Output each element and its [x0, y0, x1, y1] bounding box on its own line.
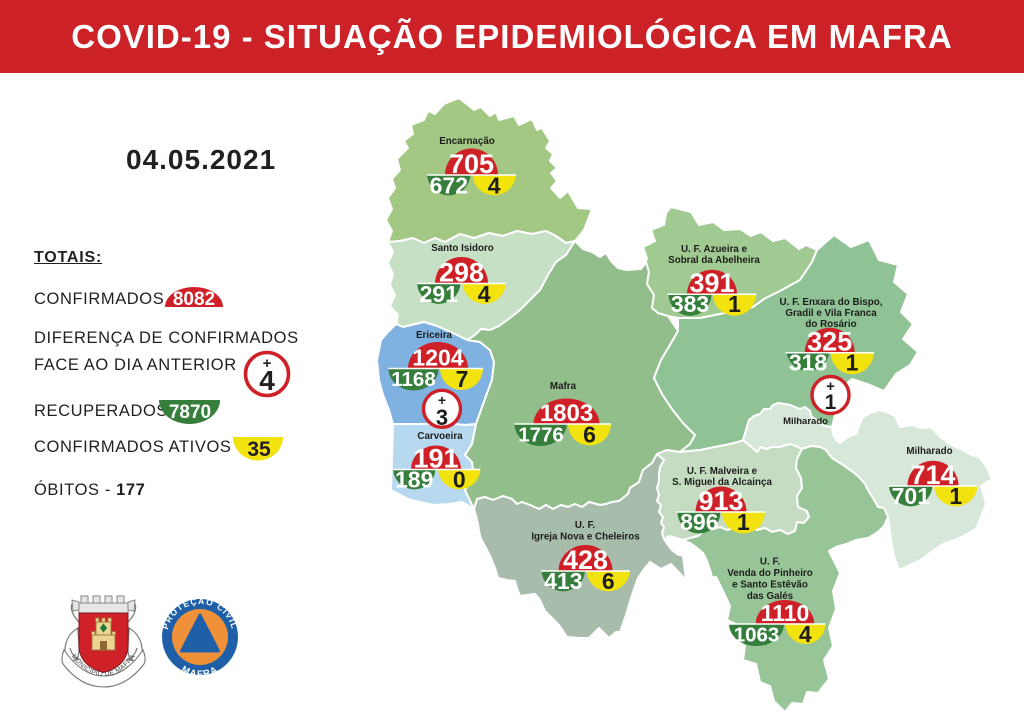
- svg-text:413: 413: [544, 568, 582, 594]
- svg-text:1168: 1168: [391, 368, 435, 391]
- svg-text:428: 428: [563, 545, 608, 575]
- svg-text:35: 35: [247, 438, 271, 461]
- svg-text:Sobral da Abelheira: Sobral da Abelheira: [668, 255, 760, 266]
- svg-text:4: 4: [478, 281, 491, 307]
- svg-text:4: 4: [259, 365, 275, 396]
- svg-text:191: 191: [413, 444, 458, 474]
- svg-text:do Rosário: do Rosário: [805, 319, 856, 330]
- svg-text:1110: 1110: [761, 600, 810, 626]
- svg-text:705: 705: [449, 149, 494, 179]
- svg-text:298: 298: [439, 258, 484, 288]
- svg-text:MAFRA: MAFRA: [180, 664, 221, 680]
- svg-text:Carvoeira: Carvoeira: [417, 431, 463, 442]
- svg-text:1: 1: [846, 350, 859, 376]
- svg-text:7870: 7870: [169, 402, 211, 423]
- svg-text:672: 672: [430, 173, 468, 199]
- svg-text:Venda do Pinheiro: Venda do Pinheiro: [727, 568, 812, 579]
- svg-text:e Santo Estêvão: e Santo Estêvão: [732, 580, 808, 591]
- svg-text:1: 1: [737, 509, 750, 535]
- svg-text:7: 7: [456, 366, 469, 392]
- svg-text:6: 6: [583, 422, 596, 448]
- svg-text:+: +: [826, 378, 835, 395]
- svg-text:Milharado: Milharado: [906, 446, 952, 457]
- svg-text:896: 896: [680, 509, 718, 535]
- svg-text:Igreja Nova e Cheleiros: Igreja Nova e Cheleiros: [531, 532, 640, 543]
- svg-text:318: 318: [789, 350, 828, 376]
- svg-text:Ericeira: Ericeira: [416, 330, 453, 341]
- svg-text:6: 6: [602, 568, 615, 594]
- svg-text:189: 189: [395, 467, 433, 493]
- svg-text:913: 913: [698, 486, 743, 516]
- svg-text:1776: 1776: [518, 424, 564, 447]
- svg-text:8082: 8082: [173, 289, 215, 310]
- svg-text:4: 4: [799, 621, 812, 647]
- svg-text:U. F.: U. F.: [575, 520, 595, 531]
- svg-text:1803: 1803: [540, 400, 593, 427]
- svg-text:Santo Isidoro: Santo Isidoro: [431, 243, 494, 254]
- svg-text:+: +: [438, 392, 446, 408]
- svg-text:291: 291: [420, 281, 459, 307]
- svg-text:U. F. Enxara do Bispo,: U. F. Enxara do Bispo,: [780, 297, 883, 308]
- svg-text:+: +: [263, 355, 272, 372]
- svg-text:1: 1: [825, 391, 837, 414]
- svg-text:U. F. Azueira e: U. F. Azueira e: [681, 244, 748, 255]
- svg-text:Gradil e Vila Franca: Gradil e Vila Franca: [785, 308, 877, 319]
- svg-text:1: 1: [949, 483, 962, 509]
- svg-text:S. Miguel da Alcainça: S. Miguel da Alcainça: [672, 477, 772, 488]
- svg-text:U. F.: U. F.: [760, 557, 780, 568]
- svg-text:3: 3: [436, 405, 448, 430]
- svg-text:das Galés: das Galés: [747, 591, 794, 602]
- svg-text:Milharado: Milharado: [783, 416, 828, 427]
- svg-text:701: 701: [892, 483, 931, 509]
- svg-text:4: 4: [488, 173, 501, 199]
- svg-text:1: 1: [728, 291, 741, 317]
- svg-text:U. F. Malveira e: U. F. Malveira e: [687, 466, 758, 477]
- svg-text:391: 391: [689, 268, 734, 298]
- svg-text:325: 325: [807, 327, 852, 357]
- svg-text:Encarnação: Encarnação: [439, 136, 495, 147]
- svg-text:383: 383: [671, 291, 709, 317]
- svg-text:0: 0: [453, 467, 466, 493]
- svg-text:714: 714: [910, 460, 955, 490]
- svg-text:1063: 1063: [734, 624, 780, 647]
- svg-text:Mafra: Mafra: [550, 381, 577, 392]
- svg-text:1204: 1204: [412, 345, 463, 371]
